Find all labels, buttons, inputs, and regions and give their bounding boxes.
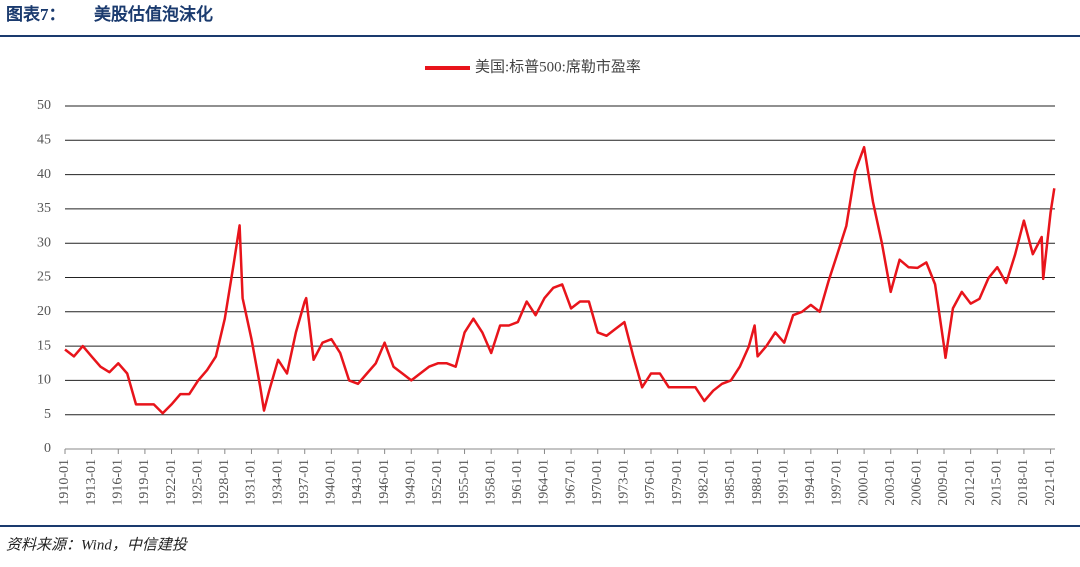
y-tick-label: 5 [44,407,51,422]
y-tick-label: 10 [37,373,51,388]
x-tick-label: 1910-01 [57,459,72,506]
y-tick-label: 15 [37,338,51,353]
x-tick-label: 2012-01 [963,459,978,506]
x-tick-label: 1967-01 [563,459,578,506]
x-tick-label: 2021-01 [1043,459,1058,506]
y-tick-label: 0 [44,441,51,456]
x-tick-label: 1979-01 [670,459,685,506]
x-tick-label: 2018-01 [1016,459,1031,506]
x-tick-label: 1976-01 [643,459,658,506]
x-tick-label: 1949-01 [403,459,418,506]
x-tick-label: 1973-01 [617,459,632,506]
x-tick-label: 1946-01 [377,459,392,506]
x-tick-label: 1943-01 [350,459,365,506]
x-tick-label: 1919-01 [137,459,152,506]
figure-label: 图表7： [6,4,66,24]
x-tick-label: 1916-01 [110,459,125,506]
x-tick-label: 1937-01 [297,459,312,506]
figure-title: 美股估值泡沫化 [94,4,213,24]
y-tick-label: 25 [37,270,51,285]
x-tick-label: 1988-01 [750,459,765,506]
x-tick-label: 1991-01 [776,459,791,506]
x-tick-label: 2006-01 [910,459,925,506]
y-tick-label: 35 [37,201,51,216]
x-tick-label: 1940-01 [324,459,339,506]
x-tick-label: 2015-01 [990,459,1005,506]
x-tick-label: 1922-01 [164,459,179,506]
x-tick-label: 1994-01 [803,459,818,506]
y-tick-label: 45 [37,133,51,148]
x-tick-label: 1961-01 [510,459,525,506]
x-tick-label: 1955-01 [457,459,472,506]
x-tick-label: 1970-01 [590,459,605,506]
x-tick-label: 1958-01 [483,459,498,506]
x-tick-label: 2000-01 [856,459,871,506]
x-tick-label: 1985-01 [723,459,738,506]
x-tick-label: 1934-01 [270,459,285,506]
x-tick-label: 1997-01 [830,459,845,506]
x-tick-label: 1931-01 [244,459,259,506]
x-tick-label: 1952-01 [430,459,445,506]
x-tick-label: 1925-01 [190,459,205,506]
y-tick-label: 30 [37,235,51,250]
y-tick-label: 40 [37,167,51,182]
x-tick-label: 1964-01 [537,459,552,506]
x-tick-label: 1928-01 [217,459,232,506]
y-tick-label: 20 [37,304,51,319]
source: 资料来源：Wind，中信建投 [6,536,189,553]
x-tick-label: 2009-01 [936,459,951,506]
x-tick-label: 2003-01 [883,459,898,506]
legend-label: 美国:标普500:席勒市盈率 [475,58,641,75]
y-tick-label: 50 [37,98,51,113]
x-tick-label: 1913-01 [84,459,99,506]
line-series [64,145,1056,415]
x-tick-label: 1982-01 [697,459,712,506]
